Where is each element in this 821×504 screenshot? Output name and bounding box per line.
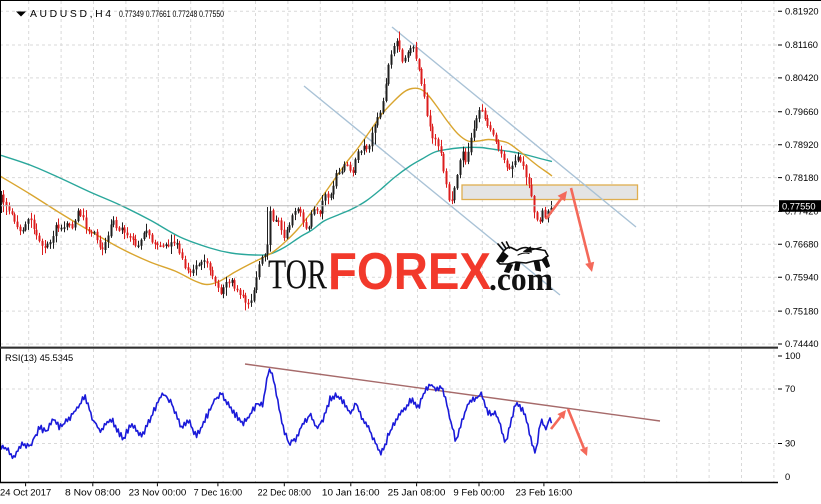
svg-text:0: 0 [785,472,790,482]
svg-text:0.77550: 0.77550 [782,202,816,212]
svg-text:22 Dec 08:00: 22 Dec 08:00 [258,488,311,498]
svg-text:30: 30 [785,439,795,449]
svg-text:0.81160: 0.81160 [785,40,818,50]
svg-text:9 Feb 00:00: 9 Feb 00:00 [453,488,504,498]
svg-text:TOR: TOR [268,253,327,299]
svg-text:7 Dec 16:00: 7 Dec 16:00 [194,488,243,498]
svg-text:24 Oct 2017: 24 Oct 2017 [0,488,51,498]
svg-text:FOREX: FOREX [328,243,491,301]
svg-text:8 Nov 08:00: 8 Nov 08:00 [65,488,121,498]
svg-text:25 Jan 08:00: 25 Jan 08:00 [388,488,446,498]
svg-text:0.75940: 0.75940 [785,272,819,282]
svg-text:23 Feb 16:00: 23 Feb 16:00 [516,488,573,498]
svg-text:10 Jan 16:00: 10 Jan 16:00 [322,488,380,498]
svg-text:0.78180: 0.78180 [785,173,819,183]
svg-text:0.81920: 0.81920 [785,6,819,16]
svg-text:AUDUSD,H4: AUDUSD,H4 [30,9,111,20]
svg-text:0.74440: 0.74440 [785,339,819,349]
svg-text:0.76680: 0.76680 [785,240,819,250]
svg-text:0.79660: 0.79660 [785,107,819,117]
svg-text:0.77349 0.77661 0.77248 0.7755: 0.77349 0.77661 0.77248 0.77550 [119,9,224,20]
svg-text:70: 70 [785,384,795,394]
svg-text:100: 100 [785,351,801,361]
svg-text:0.78920: 0.78920 [785,140,819,150]
svg-text:0.75180: 0.75180 [785,306,819,316]
svg-text:RSI(13) 45.5345: RSI(13) 45.5345 [5,353,73,363]
svg-text:.com: .com [489,262,553,298]
svg-text:0.80420: 0.80420 [785,73,819,83]
svg-text:23 Nov 00:00: 23 Nov 00:00 [129,488,187,498]
